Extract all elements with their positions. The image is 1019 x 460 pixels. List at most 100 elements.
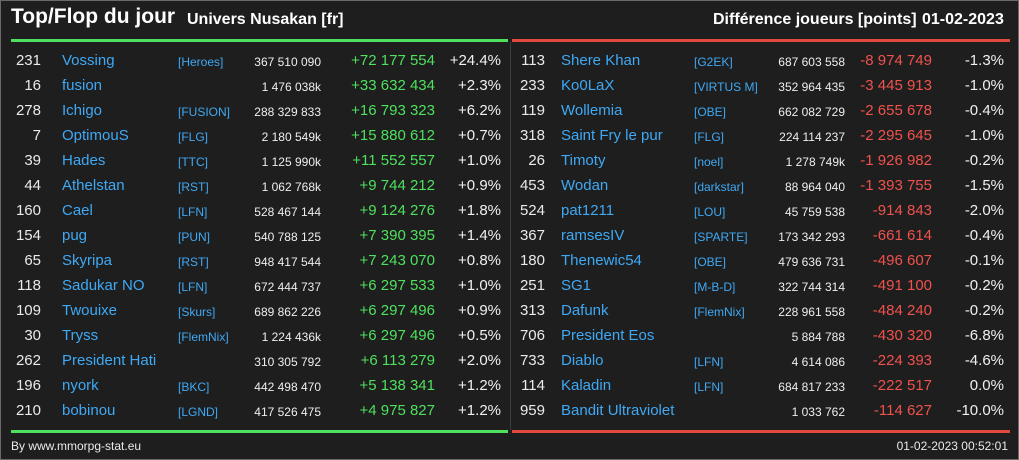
- player-name-link[interactable]: Thenewic54: [561, 252, 642, 269]
- flop-row: 26 Timoty [noel] 1 278 749k -1 926 982 -0.2%: [512, 148, 1010, 173]
- player-name-link[interactable]: Cael: [62, 202, 93, 219]
- percent-change: +2.3%: [458, 77, 501, 94]
- player-rank: 65: [24, 252, 41, 269]
- top-row: 262 President Hati 310 305 792 +6 113 279 +2…: [11, 348, 508, 373]
- alliance-tag-link[interactable]: [FUSION]: [178, 105, 231, 119]
- alliance-tag-link[interactable]: [TTC]: [178, 155, 208, 169]
- alliance-tag-link[interactable]: [RST]: [178, 255, 209, 269]
- player-name-link[interactable]: nyork: [62, 377, 99, 394]
- player-name-link[interactable]: Wodan: [561, 177, 609, 194]
- percent-change: -0.4%: [964, 227, 1004, 244]
- player-name-link[interactable]: Twouixe: [62, 302, 118, 319]
- player-name-link[interactable]: Skyripa: [62, 252, 113, 269]
- alliance-tag-link[interactable]: [G2EK]: [694, 55, 733, 69]
- alliance-tag-link[interactable]: [darkstar]: [694, 180, 745, 194]
- player-points: 352 964 435: [778, 80, 845, 94]
- header-date: 01-02-2023: [922, 11, 1004, 28]
- points-difference: -496 607: [872, 252, 932, 269]
- player-name-link[interactable]: Timoty: [561, 152, 606, 169]
- top-row: 160 Cael [LFN] 528 467 144 +9 124 276 +1.8%: [11, 198, 508, 223]
- percent-change: -1.3%: [964, 52, 1004, 69]
- player-name-link[interactable]: Sadukar NO: [62, 277, 145, 294]
- alliance-tag-link[interactable]: [OBE]: [694, 255, 727, 269]
- alliance-tag-link[interactable]: [LFN]: [178, 280, 208, 294]
- player-name-link[interactable]: Shere Khan: [561, 52, 641, 69]
- player-points: 173 342 293: [778, 230, 845, 244]
- player-name-link[interactable]: Dafunk: [561, 302, 609, 319]
- alliance-tag-link[interactable]: [VIRTUS M]: [694, 80, 758, 94]
- top-bottom-line: [11, 430, 508, 433]
- flop-row: 453 Wodan [darkstar] 88 964 040 -1 393 755 -1…: [512, 173, 1010, 198]
- player-points: 662 082 729: [778, 105, 845, 119]
- player-name-link[interactable]: Diablo: [561, 352, 604, 369]
- points-difference: +6 297 496: [359, 327, 436, 344]
- alliance-tag-link[interactable]: [FlemNix]: [178, 330, 229, 344]
- flop-row: 114 Kaladin [LFN] 684 817 233 -222 517 0.0%: [512, 373, 1010, 398]
- player-name-link[interactable]: Bandit Ultraviolet: [561, 402, 675, 419]
- top-row: 278 Ichigo [FUSION] 288 329 833 +16 793 323 +…: [11, 98, 508, 123]
- player-rank: 251: [519, 277, 545, 294]
- flop-bottom-line: [512, 430, 1010, 433]
- flop-row: 119 Wollemia [OBE] 662 082 729 -2 655 678 -0.…: [512, 98, 1010, 123]
- player-points: 310 305 792: [254, 355, 321, 369]
- player-rank: 119: [521, 102, 545, 119]
- player-name-link[interactable]: pat1211: [561, 202, 615, 219]
- player-rank: 313: [519, 302, 545, 319]
- alliance-tag-link[interactable]: [BKC]: [178, 380, 210, 394]
- player-rank: 524: [519, 202, 545, 219]
- player-name-link[interactable]: OptimouS: [62, 127, 129, 144]
- alliance-tag-link[interactable]: [Heroes]: [178, 55, 224, 69]
- player-rank: 278: [15, 102, 41, 119]
- alliance-tag-link[interactable]: [RST]: [178, 180, 209, 194]
- player-rank: 109: [15, 302, 41, 319]
- player-name-link[interactable]: Kaladin: [561, 377, 612, 394]
- player-name-link[interactable]: bobinou: [62, 402, 116, 419]
- player-points: 442 498 470: [254, 380, 321, 394]
- player-points: 45 759 538: [784, 205, 845, 219]
- player-name-link[interactable]: Hades: [62, 152, 106, 169]
- alliance-tag-link[interactable]: [OBE]: [694, 105, 727, 119]
- player-rank: 154: [15, 227, 41, 244]
- alliance-tag-link[interactable]: [LFN]: [694, 380, 724, 394]
- alliance-tag-link[interactable]: [PUN]: [178, 230, 211, 244]
- player-name-link[interactable]: Ko0LaX: [561, 77, 615, 94]
- player-name-link[interactable]: Tryss: [62, 327, 99, 344]
- player-name-link[interactable]: President Hati: [62, 352, 157, 369]
- alliance-tag-link[interactable]: [LOU]: [694, 205, 726, 219]
- alliance-tag-link[interactable]: [M-B-D]: [694, 280, 736, 294]
- points-difference: -3 445 913: [860, 77, 932, 94]
- player-rank: 233: [519, 77, 545, 94]
- percent-change: +1.8%: [458, 202, 501, 219]
- player-name-link[interactable]: ramsesIV: [561, 227, 625, 244]
- alliance-tag-link[interactable]: [FLG]: [178, 130, 209, 144]
- alliance-tag-link[interactable]: [noel]: [694, 155, 724, 169]
- player-name-link[interactable]: Ichigo: [62, 102, 103, 119]
- alliance-tag-link[interactable]: [LFN]: [178, 205, 208, 219]
- player-name-link[interactable]: fusion: [62, 77, 103, 94]
- player-name-link[interactable]: President Eos: [561, 327, 655, 344]
- points-difference: +9 744 212: [359, 177, 436, 194]
- flop-row: 524 pat1211 [LOU] 45 759 538 -914 843 -2.0%: [512, 198, 1010, 223]
- player-points: 479 636 731: [778, 255, 845, 269]
- percent-change: +1.0%: [458, 277, 501, 294]
- alliance-tag-link[interactable]: [FlemNix]: [694, 305, 745, 319]
- player-name-link[interactable]: Wollemia: [561, 102, 623, 119]
- player-points: 1 062 768k: [261, 180, 321, 194]
- alliance-tag-link[interactable]: [LGND]: [178, 405, 219, 419]
- player-points: 689 862 226: [254, 305, 321, 319]
- player-name-link[interactable]: pug: [62, 227, 88, 244]
- alliance-tag-link[interactable]: [LFN]: [694, 355, 724, 369]
- alliance-tag-link[interactable]: [Skurs]: [178, 305, 216, 319]
- column-divider: [510, 42, 511, 430]
- alliance-tag-link[interactable]: [SPARTE]: [694, 230, 748, 244]
- alliance-tag-link[interactable]: [FLG]: [694, 130, 725, 144]
- top-row: 196 nyork [BKC] 442 498 470 +5 138 341 +1.2%: [11, 373, 508, 398]
- player-points: 5 884 788: [791, 330, 845, 344]
- player-name-link[interactable]: SG1: [561, 277, 592, 294]
- player-points: 948 417 544: [254, 255, 321, 269]
- percent-change: -1.0%: [964, 77, 1004, 94]
- top-losers-list: 113 Shere Khan [G2EK] 687 603 558 -8 974 749…: [512, 48, 1010, 426]
- player-name-link[interactable]: Vossing: [62, 52, 115, 69]
- player-name-link[interactable]: Athelstan: [62, 177, 125, 194]
- player-name-link[interactable]: Saint Fry le pur: [561, 127, 663, 144]
